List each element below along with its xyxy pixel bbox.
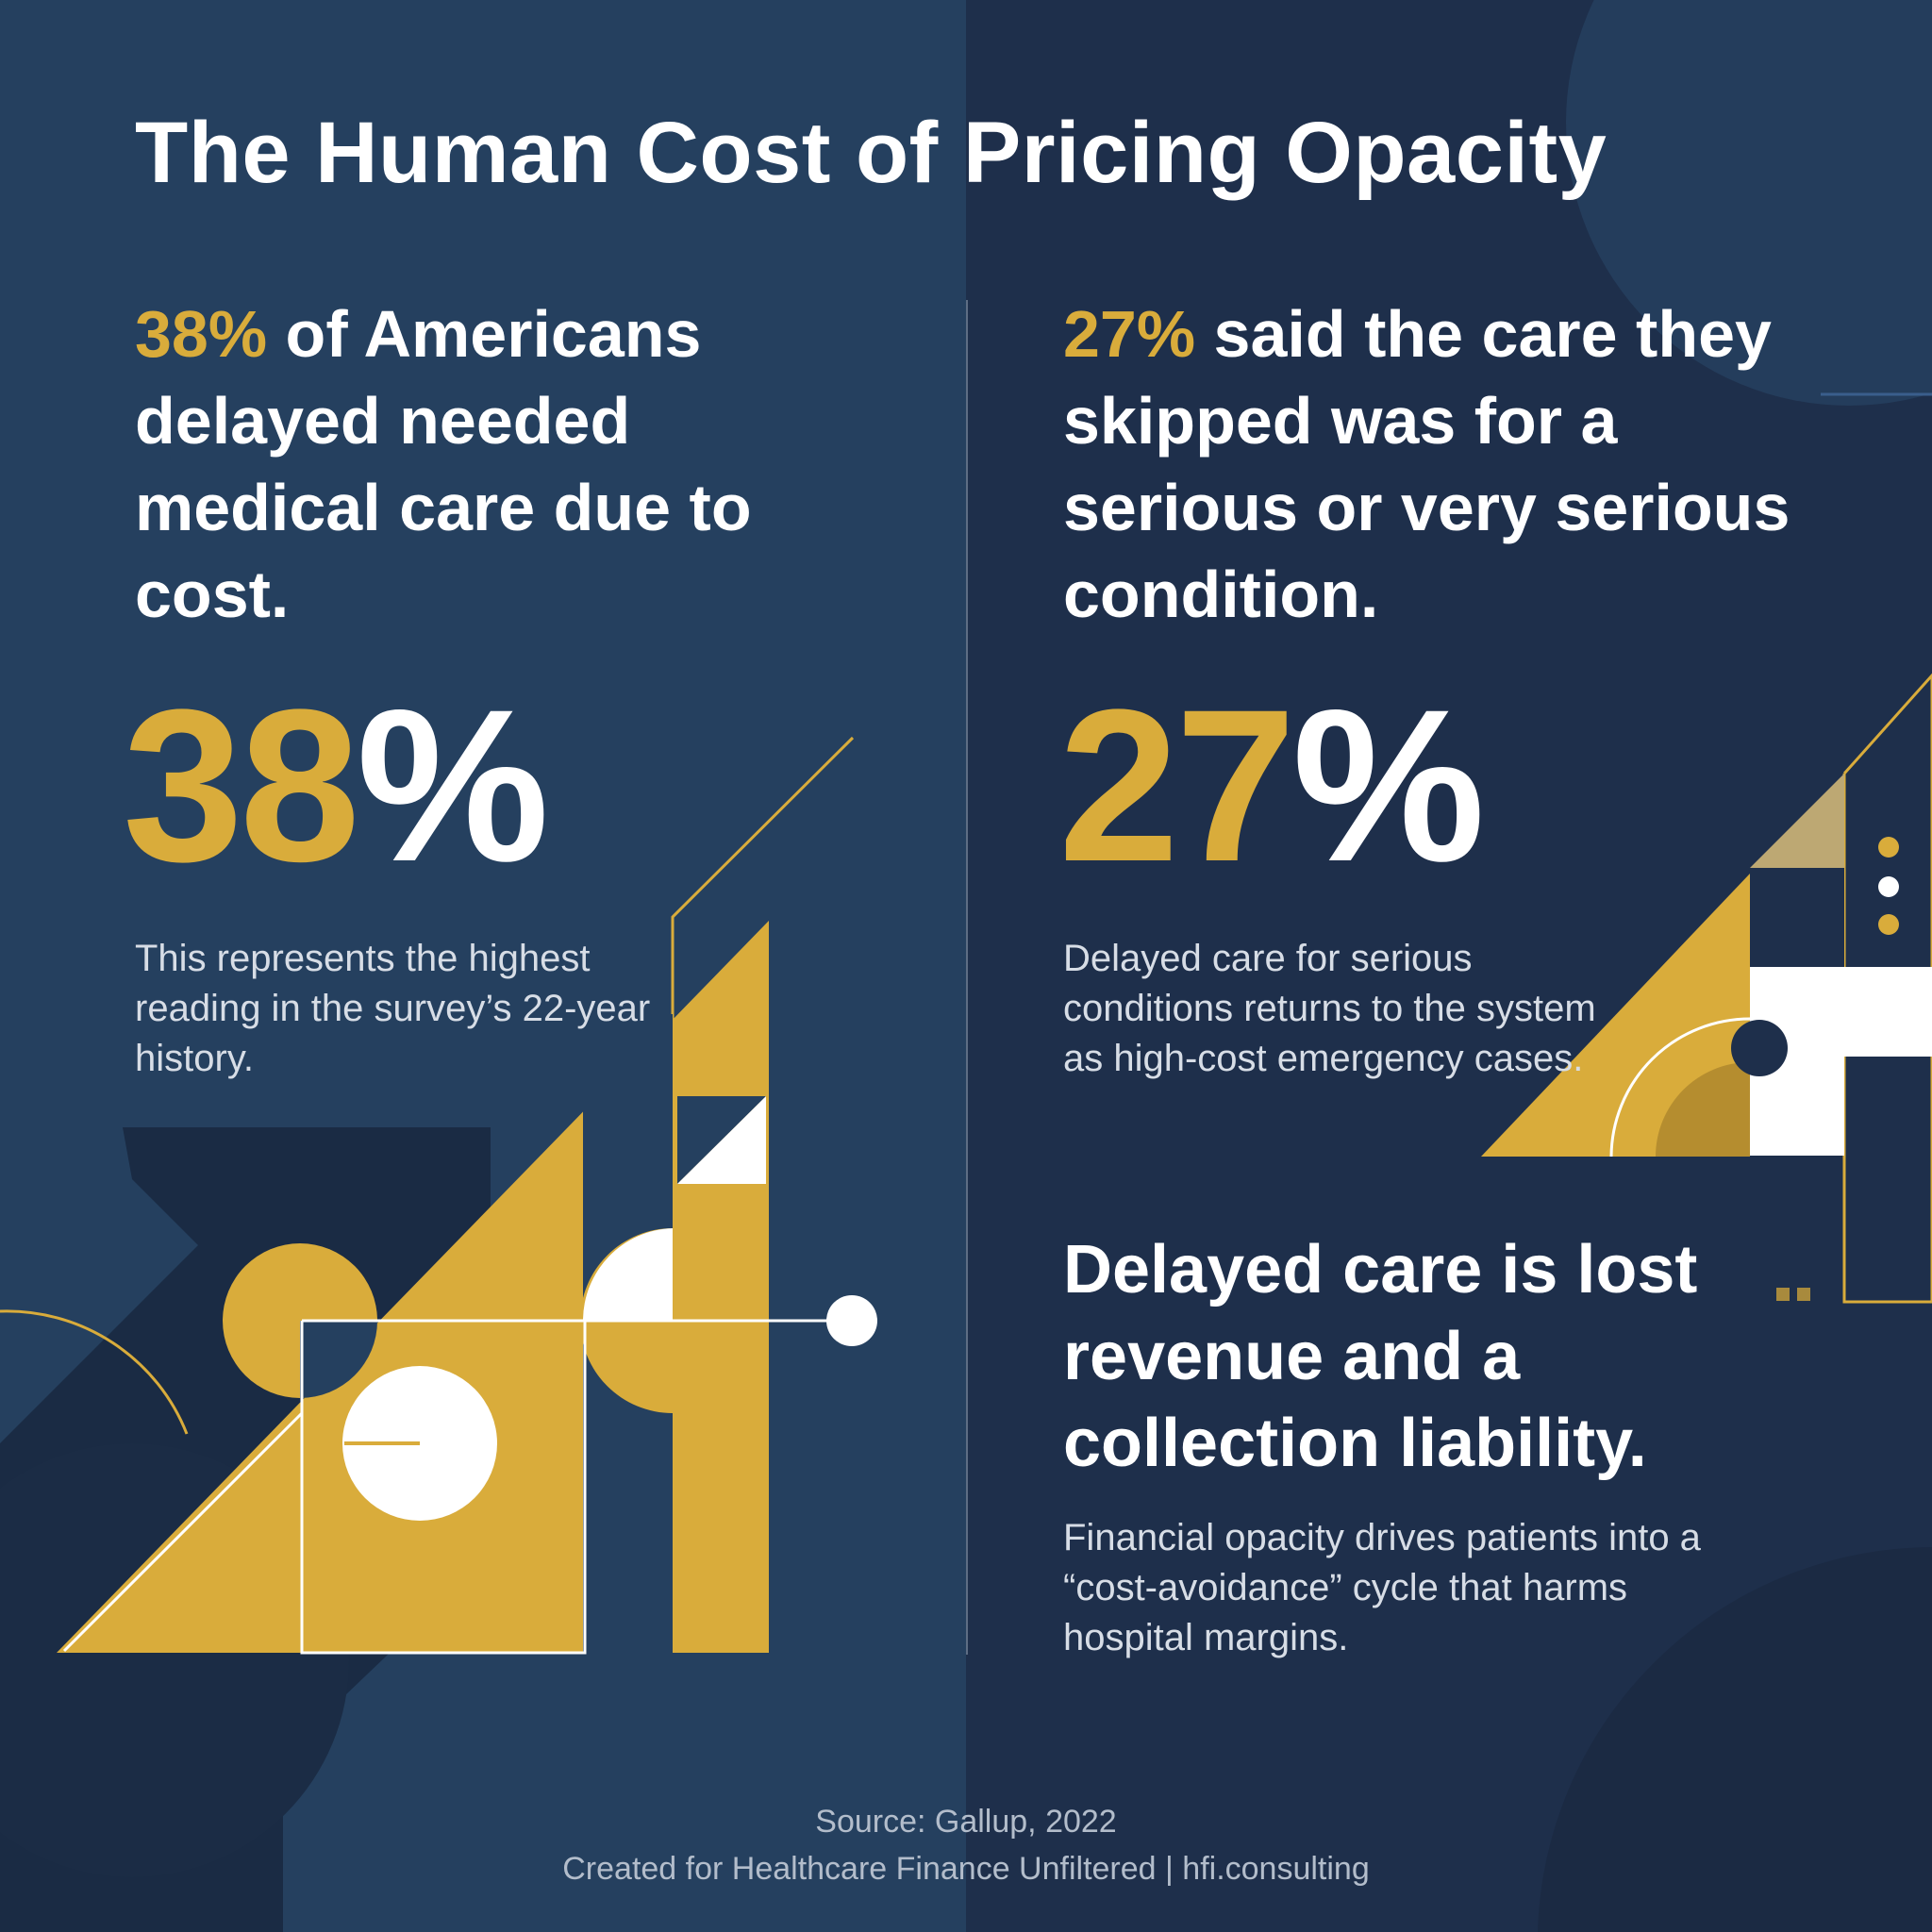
white-dot-2 <box>1878 876 1899 897</box>
white-diagonal-line <box>62 1411 304 1653</box>
left-big-percent: % <box>356 664 550 907</box>
gold-square-2 <box>1797 1288 1810 1301</box>
white-arc-right <box>1609 1017 1751 1158</box>
navy-block-right <box>1750 868 1844 967</box>
tan-triangle <box>1750 774 1844 868</box>
right-big-number: 27 <box>1058 664 1296 907</box>
gold-square-1 <box>1776 1288 1790 1301</box>
left-headline: 38% of Americans delayed needed medical … <box>135 291 890 638</box>
left-big-number: 38 <box>123 664 360 907</box>
left-big-stat: 38% <box>123 677 549 894</box>
right-body-text: Delayed care for serious conditions retu… <box>1063 938 1596 1079</box>
left-headline-stat: 38% <box>135 297 268 371</box>
bottom-headline: Delayed care is lost revenue and a colle… <box>1063 1232 1698 1481</box>
right-headline-stat: 27% <box>1063 297 1196 371</box>
gold-dot-1 <box>1878 837 1899 858</box>
right-big-percent: % <box>1291 664 1486 907</box>
right-headline-text: said the care they skipped was for a ser… <box>1063 297 1790 631</box>
gold-triangle-right <box>1481 874 1750 1157</box>
white-outline-square <box>300 1321 587 1655</box>
white-triangle <box>677 1096 766 1184</box>
right-headline: 27% said the care they skipped was for a… <box>1063 291 1846 638</box>
gold-dot-3 <box>1878 914 1899 935</box>
navy-dot-right <box>1731 1020 1788 1076</box>
bottom-right-curve <box>1538 1547 1932 1932</box>
gold-arc-left <box>0 1309 189 1435</box>
credit-note: Created for Healthcare Finance Unfiltere… <box>562 1851 1370 1887</box>
white-half-circle <box>583 1228 673 1321</box>
bg-circle-top-right <box>1566 0 1932 406</box>
left-body-text: This represents the highest reading in t… <box>135 938 651 1079</box>
left-headline-text: of Americans delayed needed medical care… <box>135 297 752 631</box>
white-bar-right <box>1844 967 1932 1057</box>
dark-gold-quarter <box>1656 1062 1750 1157</box>
bottom-body-text: Financial opacity drives patients into a… <box>1063 1517 1701 1658</box>
white-dot-end <box>826 1295 877 1346</box>
page-title: The Human Cost of Pricing Opacity <box>135 105 1607 201</box>
navy-wedge <box>300 1321 377 1398</box>
source-note: Source: Gallup, 2022 <box>815 1804 1117 1840</box>
right-big-stat: 27% <box>1058 677 1485 894</box>
center-divider <box>966 300 968 1655</box>
